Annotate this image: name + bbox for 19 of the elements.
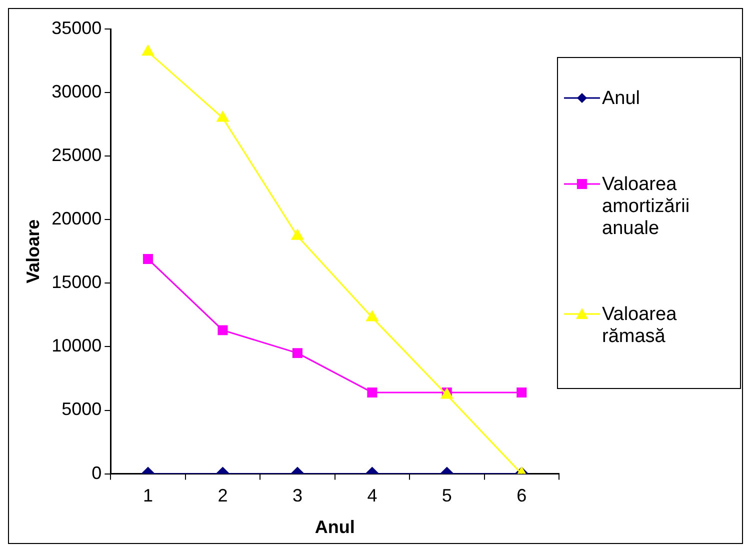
x-tick-label: 2	[218, 486, 228, 506]
legend-label: Valoarea rămasă	[602, 304, 678, 348]
legend-label: Anul	[602, 88, 640, 110]
x-axis-title: Anul	[314, 517, 355, 538]
y-tick-label: 25000	[52, 145, 102, 166]
y-tick-label: 35000	[52, 18, 102, 38]
x-tick-label: 5	[442, 486, 452, 506]
x-tick-label: 6	[516, 486, 527, 506]
x-tick-label: 4	[367, 486, 378, 506]
legend-label: Valoarea amortizării anuale	[602, 174, 691, 240]
y-tick-label: 15000	[52, 272, 102, 292]
y-tick-label: 30000	[52, 82, 102, 102]
x-tick-label: 1	[143, 486, 154, 506]
y-tick-label: 0	[92, 462, 102, 483]
y-tick-label: 20000	[52, 208, 102, 229]
x-tick-label: 3	[292, 486, 302, 506]
y-tick-label: 5000	[62, 399, 102, 420]
y-axis-title: Valoare	[22, 219, 43, 284]
y-tick-label: 10000	[52, 336, 102, 356]
